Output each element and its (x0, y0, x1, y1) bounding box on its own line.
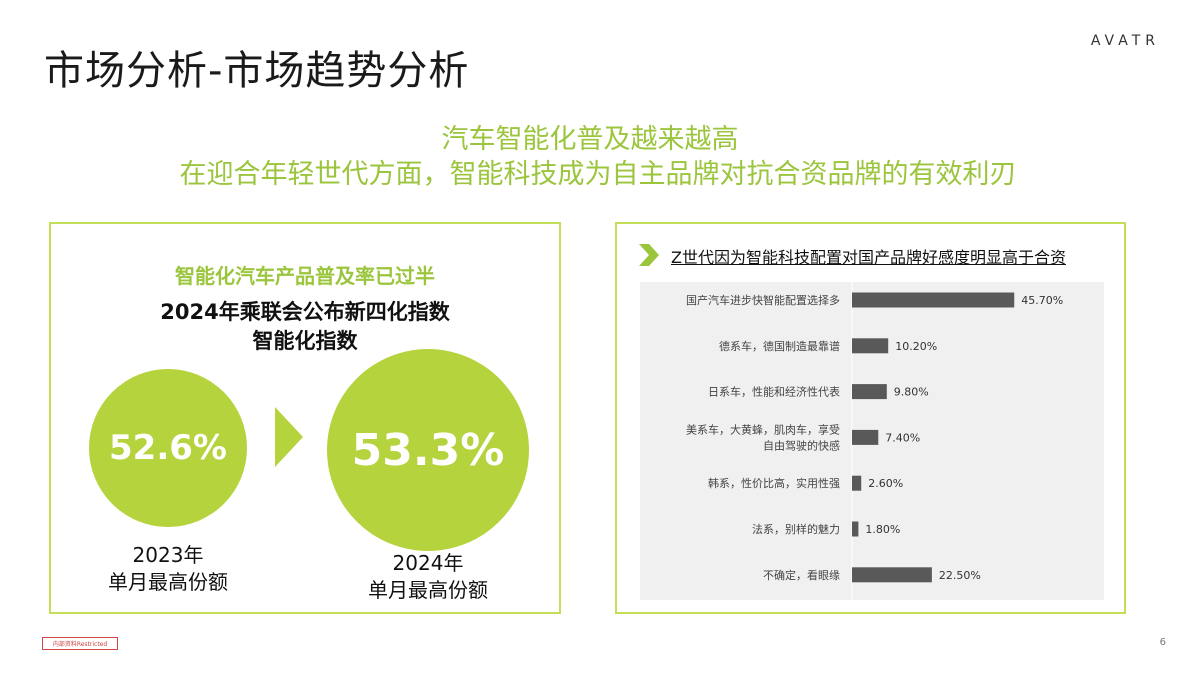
gen-z-preference-panel: Z世代因为智能科技配置对国产品牌好感度明显高于合资 45.70% 国产汽车进步快智… (615, 222, 1126, 614)
circle-2024: 53.3% (327, 349, 529, 551)
category-label-3-1: 自由驾驶的快感 (763, 438, 840, 452)
value-label-2: 9.80% (894, 386, 929, 399)
caption-2024-year: 2024年 (392, 551, 464, 575)
brand-logo: AVATR (1090, 33, 1160, 49)
value-label-3: 7.40% (885, 431, 920, 444)
panel-subtitle: 智能化汽车产品普及率已过半 (175, 264, 435, 288)
value-label-4: 2.60% (868, 477, 903, 490)
caption-2024: 2024年 单月最高份额 (343, 550, 513, 604)
bar-2 (852, 384, 887, 400)
chart-title: Z世代因为智能科技配置对国产品牌好感度明显高于合资 (671, 248, 1066, 267)
bar-0 (852, 292, 1015, 308)
caption-2023-year: 2023年 (132, 543, 204, 567)
category-label-1: 德系车，德国制造最靠谱 (719, 339, 840, 353)
category-label-4: 韩系，性价比高，实用性强 (708, 476, 840, 490)
category-label-0: 国产汽车进步快智能配置选择多 (686, 293, 840, 307)
value-label-6: 22.50% (939, 569, 981, 582)
value-label-1: 10.20% (895, 340, 937, 353)
value-label-0: 45.70% (1021, 294, 1063, 307)
bar-5 (852, 521, 859, 537)
value-2024: 53.3% (351, 424, 505, 476)
category-label-5: 法系，别样的魅力 (752, 522, 840, 536)
category-label-2: 日系车，性能和经济性代表 (708, 385, 840, 399)
category-label-3-0: 美系车，大黄蜂，肌肉车，享受 (686, 422, 840, 436)
circle-2023: 52.6% (89, 369, 247, 527)
bar-4 (852, 475, 862, 491)
confidential-stamp: 内部资料Restricted (42, 637, 118, 650)
panel-title-line-2: 智能化指数 (252, 329, 358, 353)
category-label-6: 不确定，看眼缘 (763, 568, 840, 582)
caption-2024-label: 单月最高份额 (368, 578, 488, 602)
headline-line-2: 在迎合年轻世代方面，智能科技成为自主品牌对抗合资品牌的有效利刃 (179, 159, 1017, 190)
bar-chart: 45.70% 国产汽车进步快智能配置选择多 10.20% 德系车，德国制造最靠谱 9.8… (686, 282, 1063, 600)
headline-line-1: 汽车智能化普及越来越高 (441, 124, 739, 155)
value-label-5: 1.80% (865, 523, 900, 536)
caption-2023: 2023年 单月最高份额 (83, 542, 253, 596)
chevron-right-icon (639, 244, 659, 266)
arrow-right-icon (275, 407, 303, 467)
value-2023: 52.6% (109, 428, 227, 468)
caption-2023-label: 单月最高份额 (108, 570, 228, 594)
bar-3 (852, 429, 879, 445)
page-number: 6 (1159, 637, 1166, 648)
slide-title: 市场分析-市场趋势分析 (44, 48, 470, 94)
panel-title-line-1: 2024年乘联会公布新四化指数 (160, 300, 450, 324)
bar-6 (852, 567, 932, 583)
intelligence-index-panel: 智能化汽车产品普及率已过半 2024年乘联会公布新四化指数 智能化指数 52.6… (49, 222, 561, 614)
bar-1 (852, 338, 889, 354)
